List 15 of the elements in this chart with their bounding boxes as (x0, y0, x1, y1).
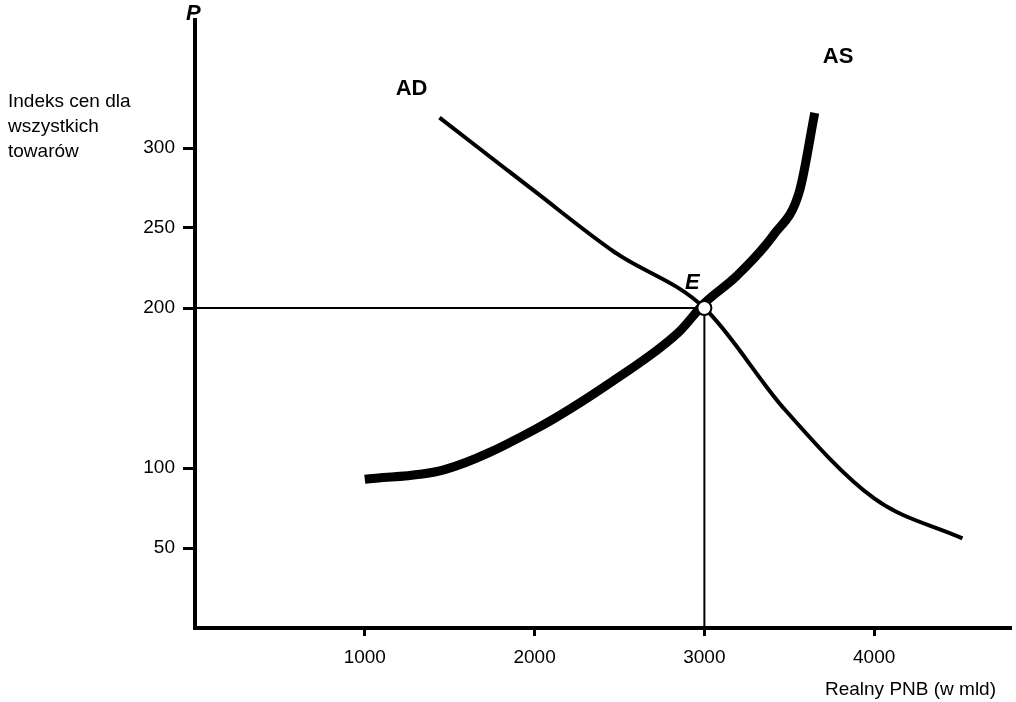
x-tick-label: 4000 (853, 645, 896, 667)
x-tick-label: 2000 (513, 645, 556, 667)
x-tick-label: 3000 (683, 645, 726, 667)
series-label: AD (395, 74, 428, 100)
y-tick-label: 50 (153, 536, 175, 558)
y-axis-title: Indeks cen dla wszystkich towarów (8, 89, 132, 163)
y-tick-label: 300 (143, 136, 175, 158)
text: AS (822, 42, 854, 68)
y-tick-label: 200 (143, 296, 175, 318)
x-tick-label: 1000 (343, 645, 386, 667)
annotation: E (685, 269, 702, 295)
y-tick-label: 100 (143, 456, 175, 478)
y-tick-label: 250 (143, 216, 175, 238)
annotation: P (186, 0, 201, 26)
x-axis-title: Realny PNB (w mld) (824, 678, 996, 700)
